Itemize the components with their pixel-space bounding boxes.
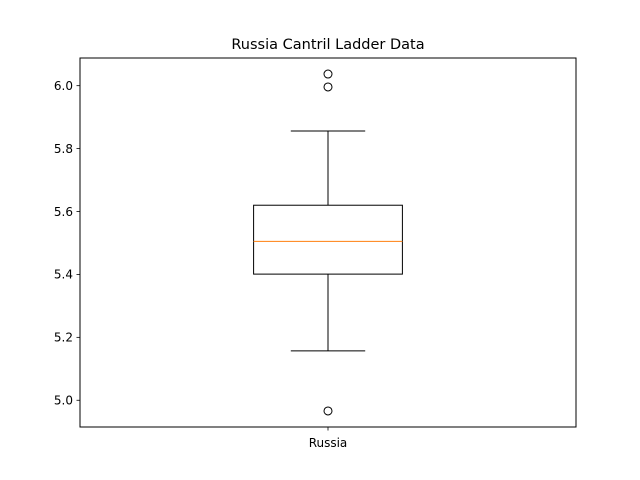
- iqr-box: [253, 204, 403, 275]
- y-tick-label: 5.2: [54, 331, 73, 345]
- chart-title: Russia Cantril Ladder Data: [231, 37, 424, 53]
- y-tick-label: 5.8: [54, 142, 73, 156]
- x-tick-label: Russia: [309, 436, 348, 450]
- outlier-point: [323, 82, 333, 92]
- y-axis: 5.0 5.2 5.4 5.6 5.8 6.0: [54, 79, 80, 408]
- y-tick-label: 6.0: [54, 79, 73, 93]
- box-plot-series: [253, 69, 403, 416]
- y-tick-label: 5.6: [54, 205, 73, 219]
- outlier-point: [323, 69, 333, 79]
- y-tick-label: 5.0: [54, 394, 73, 408]
- y-tick-label: 5.4: [54, 268, 73, 282]
- x-axis: Russia: [309, 427, 348, 450]
- plot-area-frame: [79, 57, 577, 428]
- outlier-point: [323, 406, 333, 416]
